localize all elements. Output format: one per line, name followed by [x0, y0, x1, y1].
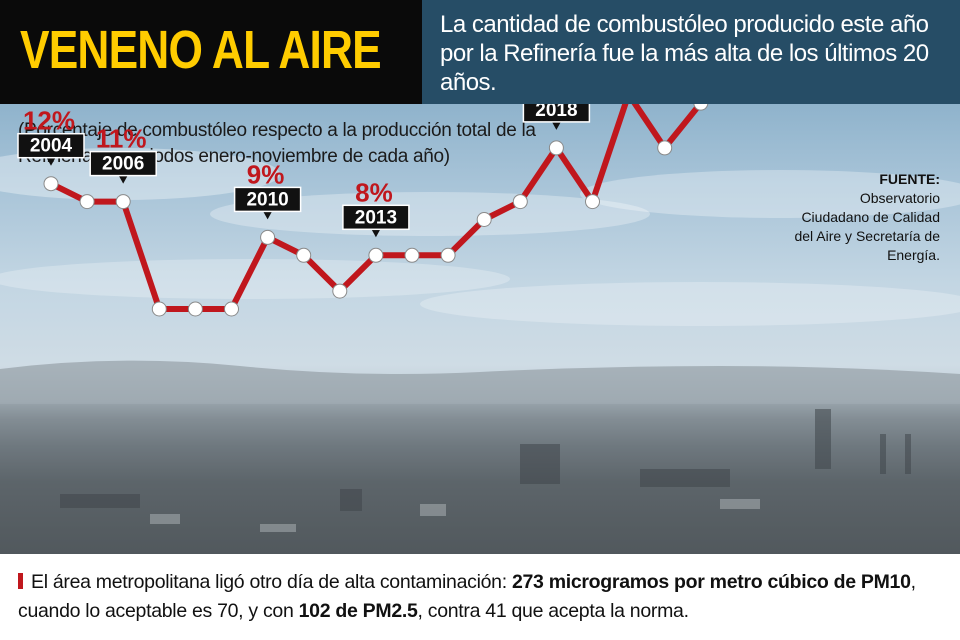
year-label-2018: 2018	[535, 104, 577, 121]
pct-label-2010: 9%	[247, 159, 285, 189]
pct-label-2006: 11%	[96, 124, 147, 154]
year-box-2010	[233, 186, 302, 213]
data-point-2019	[585, 194, 600, 210]
data-point-2012	[332, 283, 348, 299]
year-box-2018	[522, 104, 591, 123]
year-box-2006	[89, 150, 157, 177]
label-pointer-2006	[118, 174, 129, 184]
footer-part-3: , contra 41 que acepta la norma.	[417, 600, 689, 622]
data-point-2010	[260, 229, 276, 245]
main-title: VENENO AL AIRE	[20, 20, 382, 80]
footer-bold-2: 102 de PM2.5	[298, 600, 418, 622]
sky-and-city-illustration	[0, 148, 960, 554]
source-label: FUENTE:	[879, 171, 940, 187]
label-pointer-2004	[46, 156, 56, 166]
data-point-2008	[187, 301, 203, 317]
source-note: FUENTE: Observatorio Ciudadano de Calida…	[790, 170, 940, 265]
data-point-2009	[224, 301, 239, 317]
label-pointer-2018	[551, 120, 562, 130]
data-point-2018	[548, 140, 564, 156]
year-label-2013: 2013	[355, 207, 397, 228]
data-point-2015	[440, 247, 456, 263]
footer-bold-1: 273 microgramos por metro cúbico de PM10	[511, 571, 911, 593]
source-text: Observatorio Ciudadano de Calidad del Ai…	[794, 190, 940, 263]
footer-part-1: El área metropolitana ligó otro día de a…	[31, 571, 512, 593]
data-point-2013	[368, 247, 384, 263]
footer-text: El área metropolitana ligó otro día de a…	[18, 568, 953, 626]
year-label-2006: 2006	[102, 154, 144, 175]
subtitle: La cantidad de combustóleo producido est…	[440, 11, 929, 96]
title-banner: VENENO AL AIRE	[0, 0, 422, 104]
subtitle-banner: La cantidad de combustóleo producido est…	[422, 0, 960, 104]
year-box-2004	[17, 132, 85, 159]
data-point-2011	[296, 247, 312, 263]
year-label-2004: 2004	[30, 136, 73, 157]
data-point-2006	[115, 194, 131, 210]
city-photo-background	[0, 104, 960, 554]
footer-part-2: , cuando lo aceptable es 70, y con	[18, 571, 916, 622]
pct-label-2013: 8%	[355, 177, 393, 207]
label-pointer-2013	[370, 228, 381, 238]
pct-label-2004: 12%	[23, 106, 75, 136]
footer: El área metropolitana ligó otro día de a…	[0, 554, 960, 640]
year-box-2013	[342, 204, 410, 231]
data-point-2005	[79, 194, 95, 210]
year-label-2010: 2010	[246, 189, 288, 210]
line-chart: 200412%200611%20109%20138%201814%202017%…	[17, 104, 709, 317]
data-point-2004	[43, 176, 59, 192]
data-point-2016	[476, 212, 492, 227]
footer-bullet	[18, 573, 23, 589]
data-point-2021	[657, 140, 673, 156]
data-point-2022	[693, 104, 709, 111]
label-pointer-2010	[262, 210, 273, 220]
data-point-2017	[512, 194, 528, 210]
data-point-2007	[151, 301, 167, 317]
data-point-2014	[404, 247, 420, 263]
